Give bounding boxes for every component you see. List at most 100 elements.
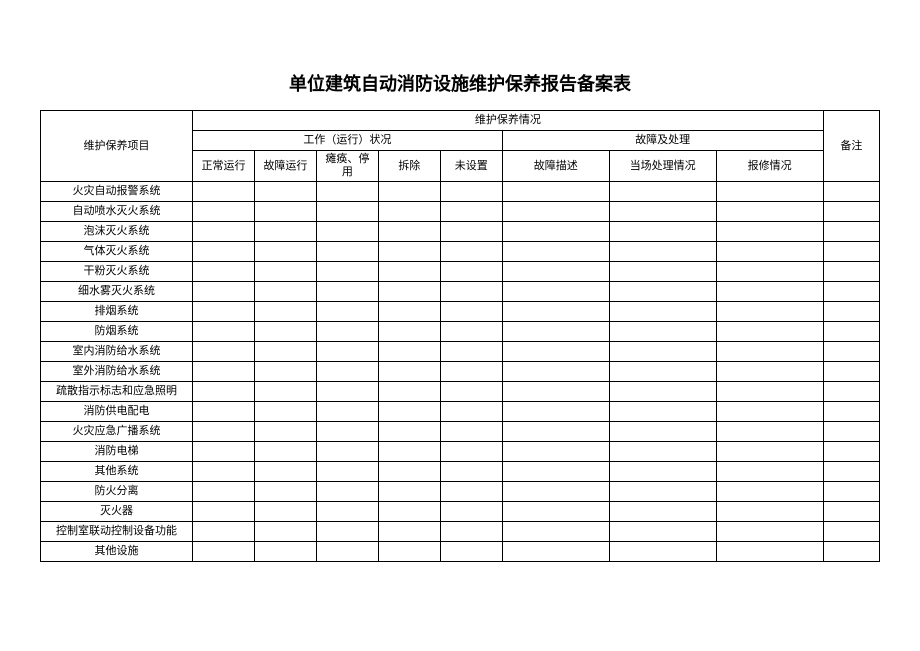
table-row: 防火分离: [41, 482, 880, 502]
cell-empty: [193, 242, 255, 262]
cell-empty: [316, 462, 378, 482]
cell-empty: [193, 182, 255, 202]
header-op-normal: 正常运行: [193, 151, 255, 182]
cell-empty: [716, 502, 823, 522]
cell-empty: [609, 502, 716, 522]
cell-empty: [316, 502, 378, 522]
table-row: 消防供电配电: [41, 402, 880, 422]
cell-empty: [823, 382, 879, 402]
row-item-label: 消防电梯: [41, 442, 193, 462]
cell-empty: [316, 442, 378, 462]
cell-empty: [316, 342, 378, 362]
cell-empty: [254, 302, 316, 322]
cell-empty: [440, 442, 502, 462]
cell-empty: [316, 202, 378, 222]
cell-empty: [378, 182, 440, 202]
cell-empty: [378, 542, 440, 562]
cell-empty: [609, 302, 716, 322]
cell-empty: [316, 322, 378, 342]
cell-empty: [823, 422, 879, 442]
cell-empty: [823, 482, 879, 502]
table-header: 维护保养项目 维护保养情况 备注 工作（运行）状况 故障及处理 正常运行 故障运…: [41, 111, 880, 182]
cell-empty: [254, 422, 316, 442]
cell-empty: [193, 382, 255, 402]
cell-empty: [378, 422, 440, 442]
cell-empty: [316, 422, 378, 442]
table-row: 泡沫灭火系统: [41, 222, 880, 242]
cell-empty: [193, 502, 255, 522]
cell-empty: [502, 542, 609, 562]
cell-empty: [823, 542, 879, 562]
cell-empty: [316, 382, 378, 402]
row-item-label: 室内消防给水系统: [41, 342, 193, 362]
row-item-label: 室外消防给水系统: [41, 362, 193, 382]
row-item-label: 消防供电配电: [41, 402, 193, 422]
cell-empty: [716, 522, 823, 542]
cell-empty: [254, 482, 316, 502]
cell-empty: [193, 322, 255, 342]
cell-empty: [254, 542, 316, 562]
cell-empty: [193, 262, 255, 282]
cell-empty: [502, 242, 609, 262]
cell-empty: [193, 282, 255, 302]
cell-empty: [440, 222, 502, 242]
cell-empty: [502, 462, 609, 482]
cell-empty: [193, 222, 255, 242]
cell-empty: [254, 522, 316, 542]
header-item: 维护保养项目: [41, 111, 193, 182]
cell-empty: [193, 442, 255, 462]
cell-empty: [823, 322, 879, 342]
row-item-label: 火灾自动报警系统: [41, 182, 193, 202]
row-item-label: 自动喷水灭火系统: [41, 202, 193, 222]
cell-empty: [378, 342, 440, 362]
cell-empty: [716, 402, 823, 422]
cell-empty: [440, 502, 502, 522]
cell-empty: [316, 542, 378, 562]
cell-empty: [609, 382, 716, 402]
table-row: 细水雾灭火系统: [41, 282, 880, 302]
cell-empty: [609, 182, 716, 202]
cell-empty: [823, 462, 879, 482]
cell-empty: [440, 462, 502, 482]
cell-empty: [316, 282, 378, 302]
cell-empty: [716, 282, 823, 302]
cell-empty: [502, 482, 609, 502]
row-item-label: 气体灭火系统: [41, 242, 193, 262]
cell-empty: [378, 442, 440, 462]
cell-empty: [609, 482, 716, 502]
row-item-label: 其他设施: [41, 542, 193, 562]
cell-empty: [609, 262, 716, 282]
cell-empty: [716, 322, 823, 342]
cell-empty: [502, 522, 609, 542]
cell-empty: [378, 482, 440, 502]
row-item-label: 防烟系统: [41, 322, 193, 342]
cell-empty: [193, 482, 255, 502]
cell-empty: [193, 422, 255, 442]
cell-empty: [254, 322, 316, 342]
cell-empty: [440, 382, 502, 402]
cell-empty: [716, 182, 823, 202]
cell-empty: [193, 522, 255, 542]
cell-empty: [378, 242, 440, 262]
cell-empty: [502, 282, 609, 302]
table-row: 气体灭火系统: [41, 242, 880, 262]
cell-empty: [823, 222, 879, 242]
cell-empty: [254, 242, 316, 262]
cell-empty: [254, 402, 316, 422]
cell-empty: [823, 282, 879, 302]
header-fault-onsite: 当场处理情况: [609, 151, 716, 182]
cell-empty: [502, 222, 609, 242]
cell-empty: [502, 182, 609, 202]
cell-empty: [378, 222, 440, 242]
table-row: 其他系统: [41, 462, 880, 482]
cell-empty: [254, 282, 316, 302]
cell-empty: [378, 262, 440, 282]
header-operation-group: 工作（运行）状况: [193, 131, 503, 151]
cell-empty: [193, 402, 255, 422]
cell-empty: [378, 522, 440, 542]
cell-empty: [316, 222, 378, 242]
cell-empty: [609, 462, 716, 482]
row-item-label: 火灾应急广播系统: [41, 422, 193, 442]
cell-empty: [609, 402, 716, 422]
table-row: 火灾自动报警系统: [41, 182, 880, 202]
